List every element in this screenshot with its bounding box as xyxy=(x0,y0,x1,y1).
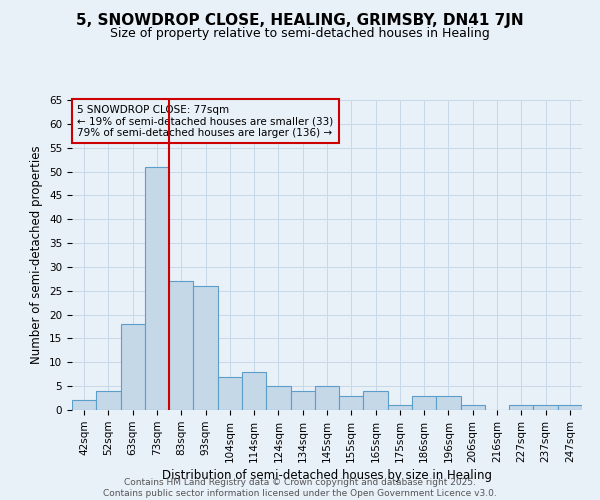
Bar xyxy=(242,372,266,410)
Bar xyxy=(558,405,582,410)
Bar xyxy=(290,391,315,410)
Text: Size of property relative to semi-detached houses in Healing: Size of property relative to semi-detach… xyxy=(110,28,490,40)
Text: 5, SNOWDROP CLOSE, HEALING, GRIMSBY, DN41 7JN: 5, SNOWDROP CLOSE, HEALING, GRIMSBY, DN4… xyxy=(76,12,524,28)
Y-axis label: Number of semi-detached properties: Number of semi-detached properties xyxy=(31,146,43,364)
Bar xyxy=(461,405,485,410)
Bar xyxy=(315,386,339,410)
Bar xyxy=(169,281,193,410)
Bar xyxy=(412,396,436,410)
Bar xyxy=(218,376,242,410)
Bar xyxy=(72,400,96,410)
Bar xyxy=(193,286,218,410)
Bar xyxy=(533,405,558,410)
Bar xyxy=(145,167,169,410)
X-axis label: Distribution of semi-detached houses by size in Healing: Distribution of semi-detached houses by … xyxy=(162,469,492,482)
Bar xyxy=(364,391,388,410)
Bar xyxy=(339,396,364,410)
Bar xyxy=(388,405,412,410)
Bar xyxy=(509,405,533,410)
Bar xyxy=(121,324,145,410)
Bar xyxy=(266,386,290,410)
Bar xyxy=(96,391,121,410)
Bar xyxy=(436,396,461,410)
Text: Contains HM Land Registry data © Crown copyright and database right 2025.
Contai: Contains HM Land Registry data © Crown c… xyxy=(103,478,497,498)
Text: 5 SNOWDROP CLOSE: 77sqm
← 19% of semi-detached houses are smaller (33)
79% of se: 5 SNOWDROP CLOSE: 77sqm ← 19% of semi-de… xyxy=(77,104,334,138)
